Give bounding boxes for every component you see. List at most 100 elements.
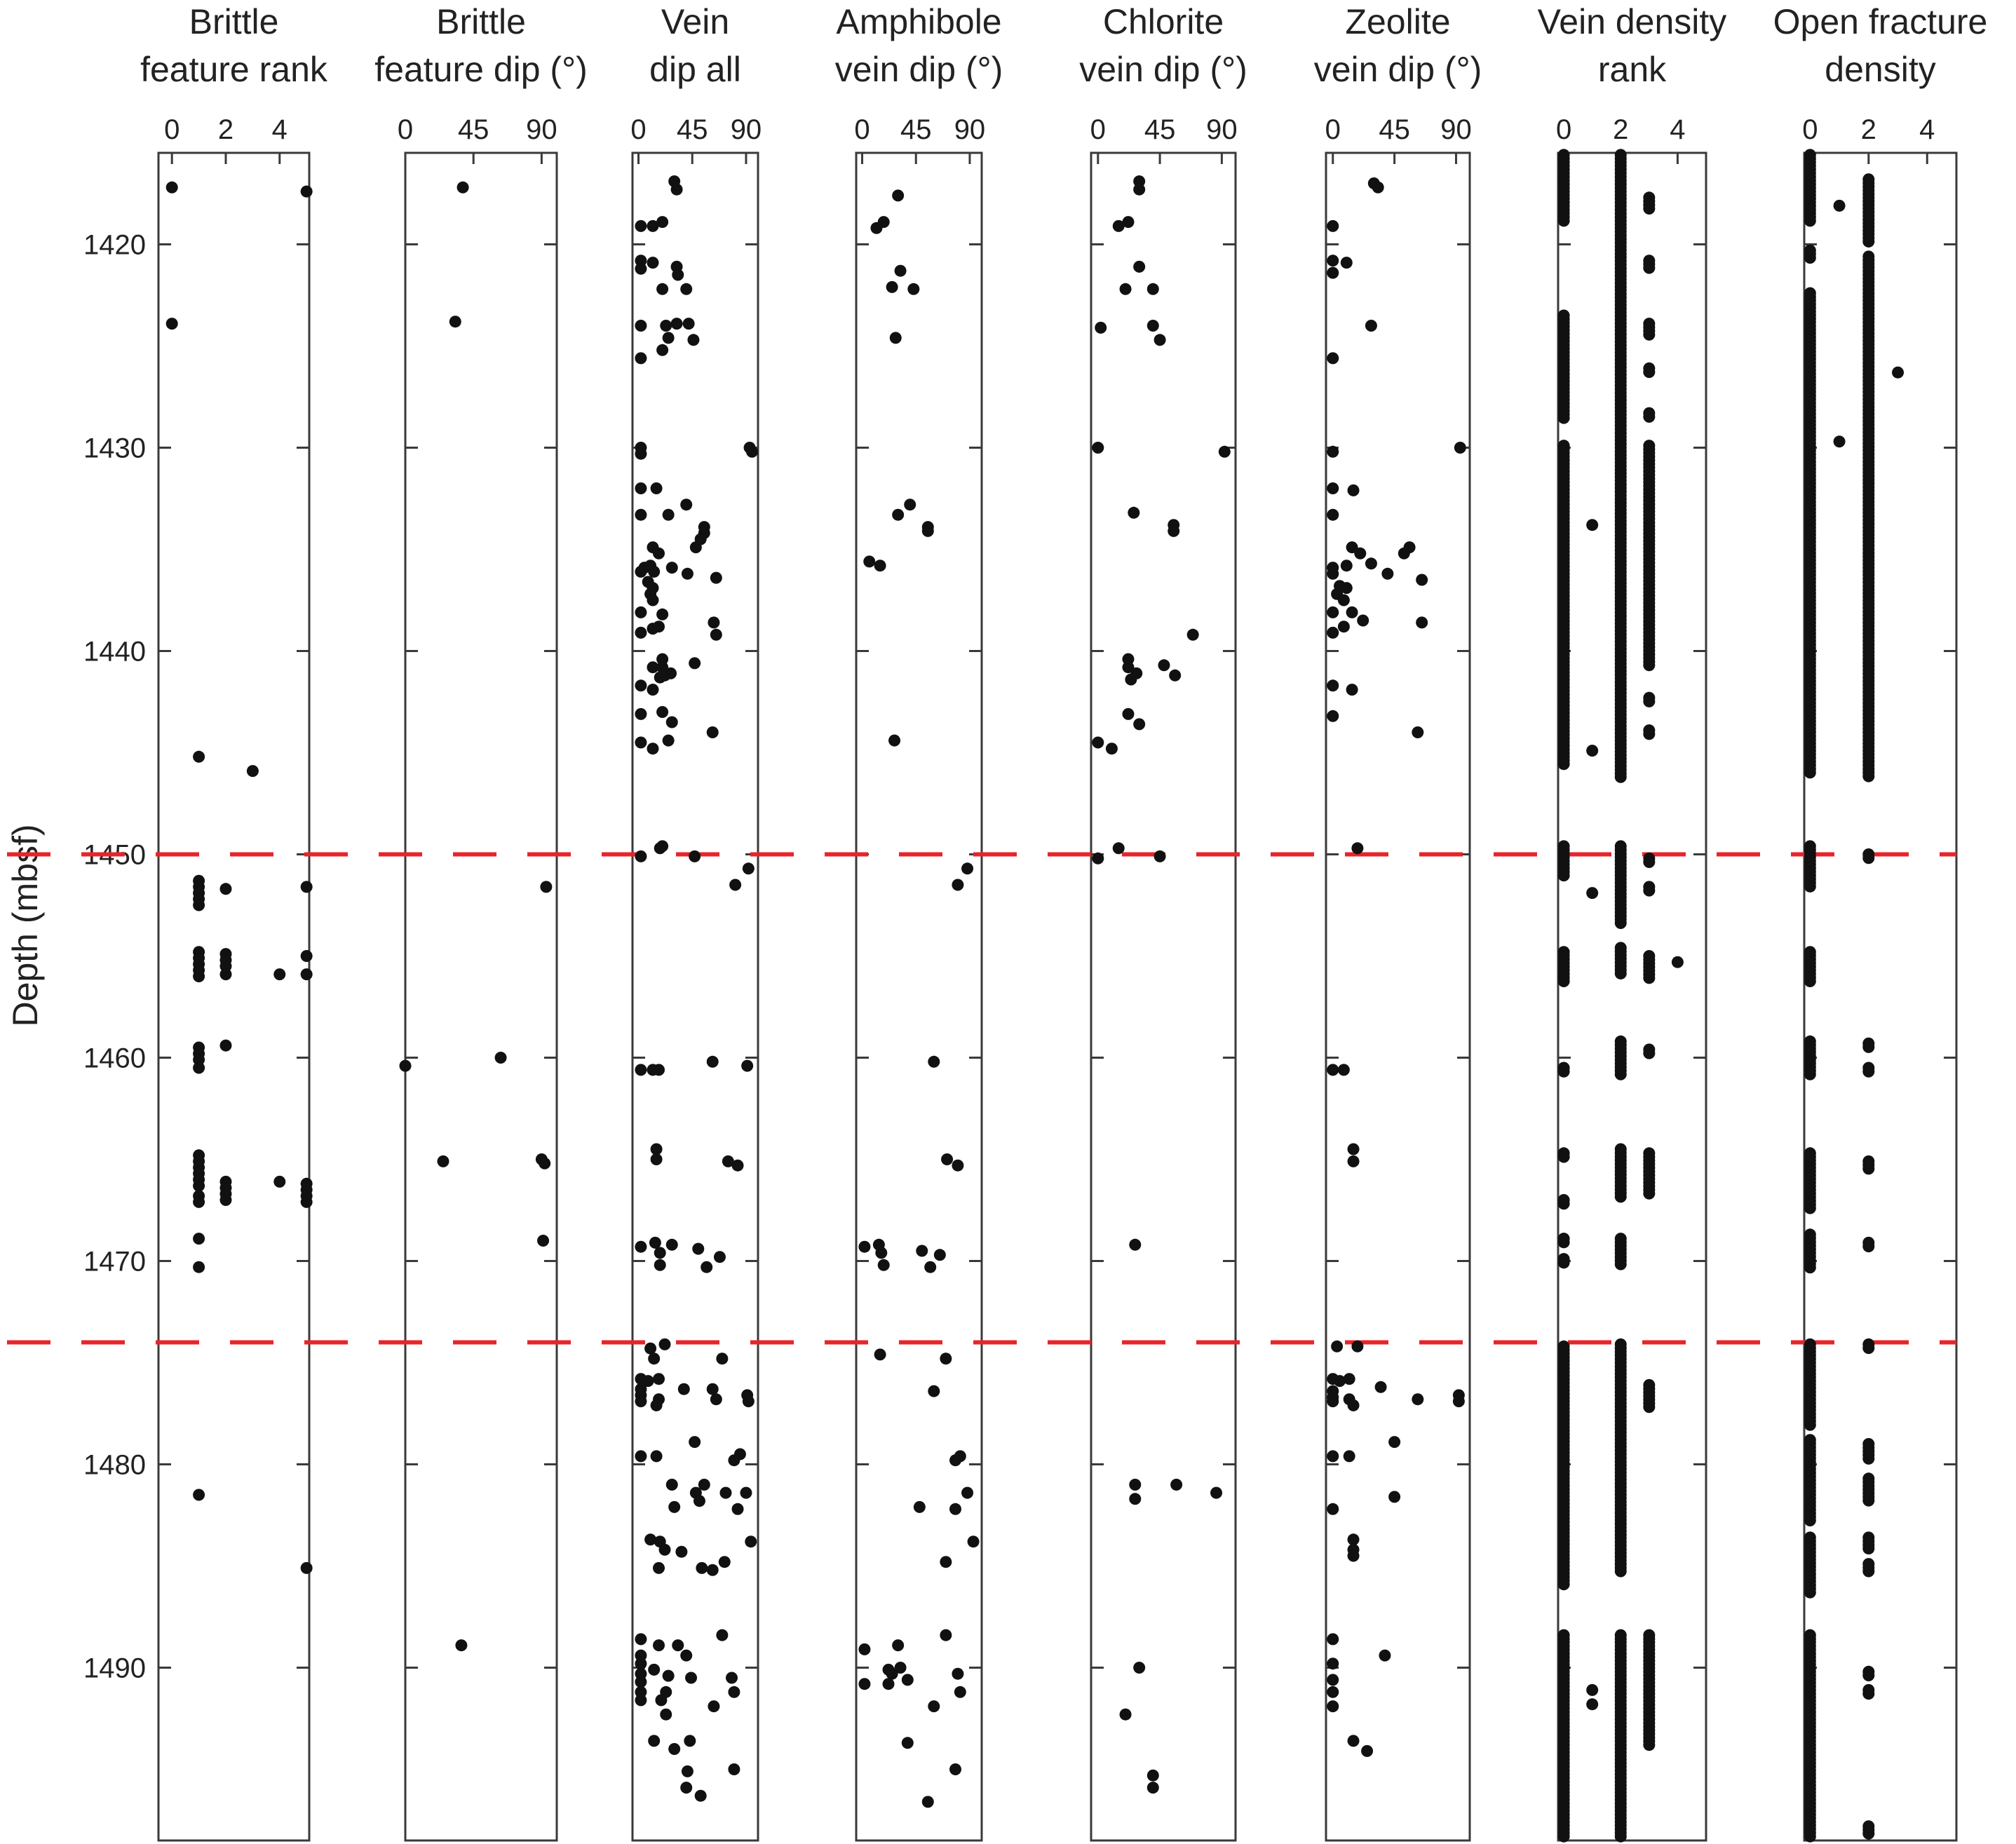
data-point [1129,1238,1142,1251]
data-point [1614,1068,1627,1080]
data-point [961,862,974,875]
x-tick-label: 4 [1670,114,1685,145]
data-point [1804,1586,1816,1599]
data-point [694,1789,707,1802]
data-point [193,750,205,763]
data-point [1862,1065,1875,1078]
data-point [952,1159,964,1172]
data-point [1347,1155,1360,1167]
data-point [886,1667,898,1680]
data-point [665,1479,678,1491]
data-point [540,881,553,893]
data-point [665,716,678,728]
data-point [658,1338,671,1350]
data-point [660,320,672,332]
data-point [907,283,920,295]
data-point [1327,606,1339,618]
data-point [1862,1543,1875,1555]
data-point [635,1633,647,1646]
data-point [719,1486,732,1499]
data-point [635,1657,647,1670]
y-tick-label: 1480 [83,1450,146,1481]
data-point [193,899,205,911]
data-point [1357,614,1369,627]
data-point [1346,684,1358,696]
data-point [1643,328,1656,341]
data-point [698,1479,710,1491]
panel-2: Brittle feature dip (°) 0 45 90 [374,2,588,1842]
data-point [1804,1418,1816,1431]
data-point [1557,215,1570,227]
data-point [653,1064,665,1076]
data-point [689,541,702,554]
data-point [1327,266,1339,279]
panel-title-line: rank [1598,50,1667,89]
data-point [728,1686,740,1698]
x-tick-label: 0 [854,114,870,145]
data-point [1146,283,1159,295]
y-tick-label: 1440 [83,637,146,667]
data-point [635,736,647,749]
data-point [1804,1830,1816,1843]
data-point [1398,547,1410,560]
data-point [635,565,647,578]
data-point [1347,1735,1360,1747]
data-point [924,1261,937,1273]
data-point [644,1533,657,1546]
data-point [635,482,647,494]
data-point [904,499,916,511]
data-point [1557,1198,1570,1210]
data-point [635,626,647,639]
data-point [961,1486,974,1499]
data-point [654,1247,666,1259]
data-point [456,181,469,194]
data-point [635,508,647,521]
data-point [1643,410,1656,423]
data-point [650,482,663,494]
data-point [858,1240,871,1253]
data-point [1892,366,1905,379]
data-point [858,1643,871,1655]
panel-title-line: dip all [649,50,741,89]
data-point [1327,1700,1339,1713]
x-tick-label: 0 [630,114,646,145]
data-point [635,447,647,460]
data-point [399,1059,412,1072]
data-point [1351,842,1364,855]
data-point [1186,628,1199,641]
data-point [668,1500,681,1513]
data-point [894,264,907,277]
x-tick-label: 45 [458,114,489,145]
data-point [437,1155,449,1167]
data-point [1365,320,1377,332]
panel-5-marks [1092,175,1231,1794]
panel-frame [631,151,759,1842]
data-point [892,1639,905,1652]
data-point [1804,880,1816,893]
data-point [193,1489,205,1501]
panel-title-line: density [1825,50,1935,89]
x-tick-label: 0 [1090,114,1106,145]
data-point [1154,850,1166,862]
data-point [708,1700,720,1713]
data-point [1146,1782,1159,1794]
data-point [1327,1450,1339,1463]
data-point [193,1195,205,1208]
data-point [1862,1452,1875,1465]
data-point [928,1055,940,1068]
data-point [1804,1514,1816,1527]
data-point [1122,707,1135,720]
data-point [731,1159,744,1172]
data-point [722,1155,734,1167]
data-point [635,1395,647,1408]
data-point [219,1194,232,1206]
data-point [1643,659,1656,672]
data-point [1804,252,1816,264]
data-point [681,567,694,580]
data-point [273,1175,286,1188]
data-point [649,1236,661,1249]
data-point [689,657,701,670]
x-tick-label: 45 [900,114,932,145]
data-point [682,318,695,330]
panel-title-line: feature rank [140,50,328,89]
